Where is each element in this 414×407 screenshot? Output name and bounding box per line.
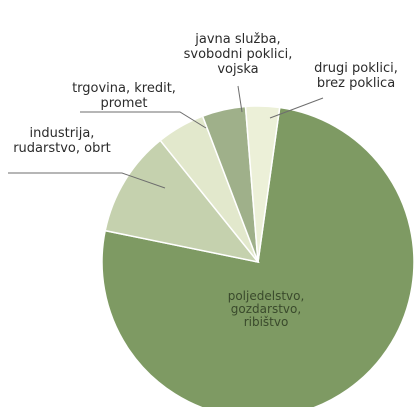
slice-label-3: javna služba, svobodni poklici, vojska [184, 32, 293, 77]
slice-label-line: gozdarstvo, [231, 302, 301, 316]
slice-label-line: industrija, [30, 126, 95, 141]
slice-label-line: poljedelstvo, [228, 289, 305, 303]
slice-label-line: vojska [217, 62, 258, 77]
slice-label-line: rudarstvo, obrt [13, 141, 111, 156]
slice-label-line: svobodni poklici, [184, 47, 293, 62]
slice-label-line: brez poklica [317, 76, 395, 91]
slice-label-line: promet [100, 96, 147, 111]
pie-slice-0 [101, 106, 414, 407]
slice-label-0: poljedelstvo, gozdarstvo, ribištvo [228, 289, 305, 329]
slice-label-line: drugi poklici, [314, 61, 398, 76]
pie-slice-4 [244, 105, 281, 263]
slice-label-line: javna služba, [194, 32, 280, 47]
leader-lines [8, 85, 324, 189]
leader-line-4 [269, 97, 324, 119]
leader-line-3 [237, 85, 243, 113]
slice-labels: poljedelstvo, gozdarstvo, ribištvo industri… [13, 32, 398, 329]
leader-line-1 [8, 172, 166, 189]
slice-label-4: drugi poklici, brez poklica [314, 61, 398, 91]
leader-line-2 [80, 111, 207, 129]
slice-label-2: trgovina, kredit, promet [72, 81, 176, 111]
pie-slice-1 [104, 139, 260, 264]
slice-label-1: industrija, rudarstvo, obrt [13, 126, 111, 156]
slice-label-line: trgovina, kredit, [72, 81, 176, 96]
pie-slices [101, 105, 414, 407]
slice-label-line: ribištvo [244, 315, 289, 329]
